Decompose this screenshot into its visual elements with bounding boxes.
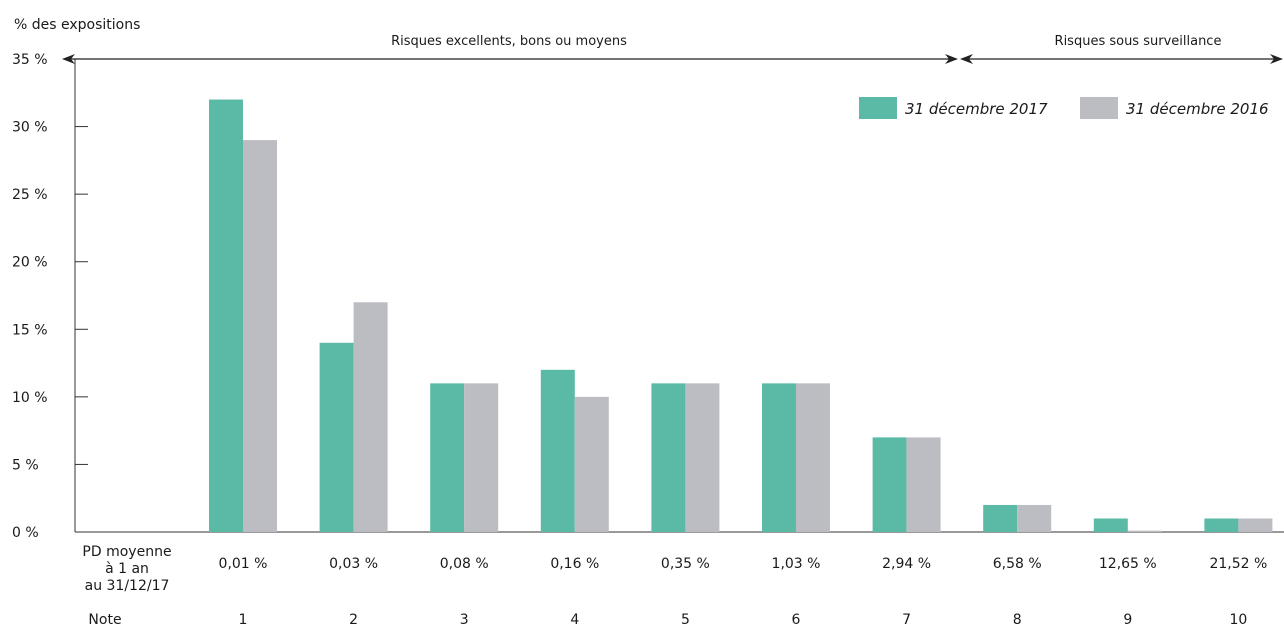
pd-value-label: 12,65 % xyxy=(1099,556,1157,572)
bar-2016-note-2 xyxy=(353,302,388,532)
note-label: 8 xyxy=(1013,612,1022,628)
pd-value-label: 0,16 % xyxy=(550,556,599,572)
y-tick-label: 20 % xyxy=(12,255,48,271)
y-tick-label: 30 % xyxy=(12,120,48,136)
note-label: 1 xyxy=(239,612,248,628)
note-row-label: Note xyxy=(88,612,121,628)
bar-2017-note-6 xyxy=(762,383,796,532)
pd-value-label: 0,01 % xyxy=(219,556,268,572)
note-label: 6 xyxy=(792,612,801,628)
note-label: 7 xyxy=(902,612,911,628)
bar-2017-note-7 xyxy=(872,437,907,532)
pd-row-label: PD moyenne xyxy=(82,544,171,560)
bar-2017-note-1 xyxy=(209,99,243,533)
bar-2016-note-10 xyxy=(1238,518,1273,532)
bar-2016-note-4 xyxy=(574,396,609,532)
bar-2017-note-5 xyxy=(651,383,686,532)
y-tick-label: 15 % xyxy=(12,322,48,338)
y-tick-label: 0 % xyxy=(12,525,39,541)
bar-2016-note-9 xyxy=(1127,530,1162,532)
bar-2017-note-9 xyxy=(1093,518,1128,532)
bracket-label: Risques excellents, bons ou moyens xyxy=(391,34,627,49)
pd-row-label: à 1 an xyxy=(105,561,149,577)
legend-swatch xyxy=(859,97,897,119)
legend-swatch xyxy=(1080,97,1118,119)
bar-2017-note-10 xyxy=(1204,518,1239,532)
note-label: 4 xyxy=(570,612,579,628)
pd-value-label: 21,52 % xyxy=(1209,556,1267,572)
bracket-arrow-excellent xyxy=(62,54,958,64)
pd-row-label: au 31/12/17 xyxy=(85,578,170,594)
note-label: 3 xyxy=(460,612,469,628)
y-tick-label: 5 % xyxy=(12,457,39,473)
y-tick-label: 25 % xyxy=(12,187,48,203)
y-tick-label: 35 % xyxy=(12,52,48,68)
pd-value-label: 1,03 % xyxy=(772,556,821,572)
legend-label: 31 décembre 2016 xyxy=(1126,100,1269,118)
bar-2016-note-7 xyxy=(906,437,941,532)
pd-value-label: 0,08 % xyxy=(440,556,489,572)
bar-2017-note-8 xyxy=(983,504,1018,532)
y-axis-label: % des expositions xyxy=(14,17,140,33)
bar-2016-note-1 xyxy=(243,140,277,533)
bar-2017-note-2 xyxy=(319,342,354,532)
pd-value-label: 6,58 % xyxy=(993,556,1042,572)
bar-2016-note-5 xyxy=(685,383,720,532)
note-label: 5 xyxy=(681,612,690,628)
note-label: 10 xyxy=(1229,612,1247,628)
pd-value-label: 2,94 % xyxy=(882,556,931,572)
bracket-arrow-surveillance xyxy=(960,54,1283,64)
bar-2016-note-8 xyxy=(1017,504,1052,532)
y-tick-label: 10 % xyxy=(12,390,48,406)
bracket-label: Risques sous surveillance xyxy=(1055,34,1222,49)
bar-2016-note-3 xyxy=(464,383,499,532)
pd-value-label: 0,03 % xyxy=(329,556,378,572)
bar-2017-note-3 xyxy=(430,383,465,532)
bar-2016-note-6 xyxy=(796,383,830,532)
note-label: 2 xyxy=(349,612,358,628)
bar-2017-note-4 xyxy=(540,369,575,532)
note-label: 9 xyxy=(1123,612,1132,628)
legend-label: 31 décembre 2017 xyxy=(905,100,1048,118)
pd-value-label: 0,35 % xyxy=(661,556,710,572)
